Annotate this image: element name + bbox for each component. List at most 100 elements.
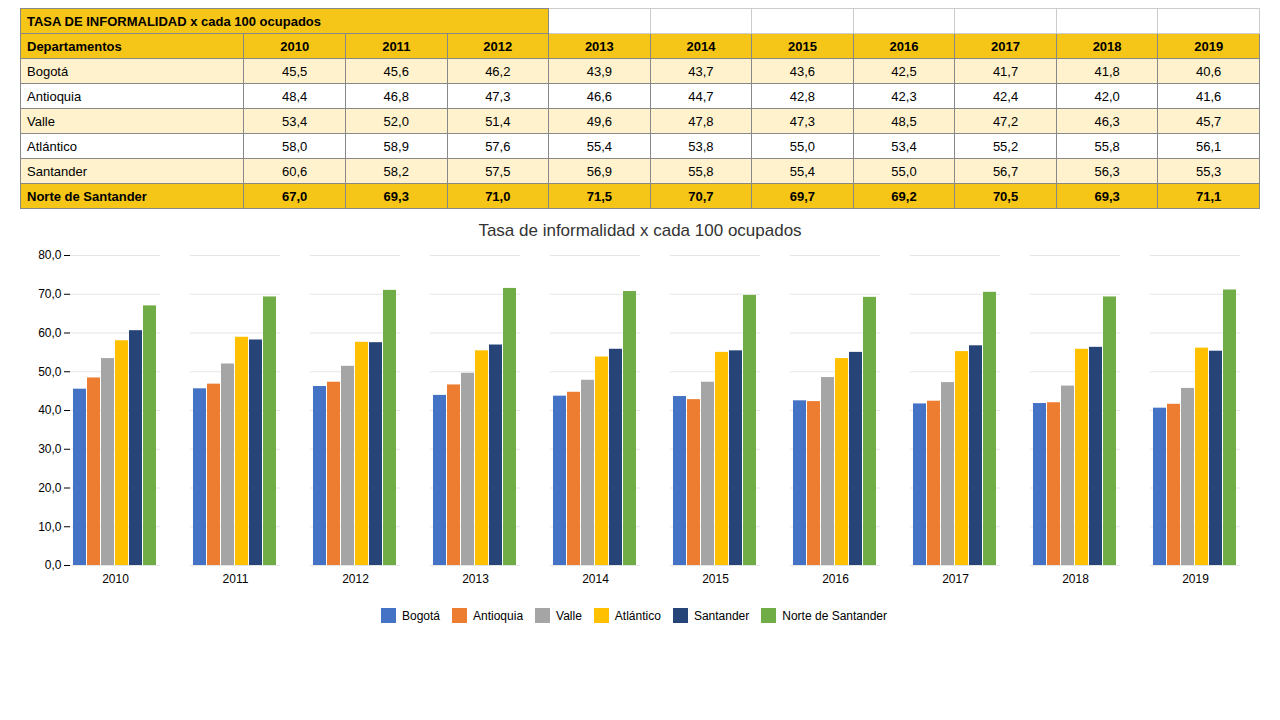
html-text:2017: 2017: [991, 38, 1020, 54]
html-text:71,5: 71,5: [586, 188, 612, 204]
svg-text:60,0: 60,0: [38, 326, 62, 340]
html-text:69,3: 69,3: [1094, 188, 1120, 204]
html-text:46,8: 46,8: [383, 88, 409, 104]
html-text:46,6: 46,6: [586, 88, 612, 104]
html-text:Santander: Santander: [27, 163, 87, 179]
svg-text:80,0: 80,0: [38, 248, 62, 262]
html-text:70,7: 70,7: [688, 188, 714, 204]
html-text:47,8: 47,8: [688, 113, 714, 129]
svg-text:2014: 2014: [582, 572, 609, 586]
html-text:42,8: 42,8: [789, 88, 816, 104]
svg-text:70,0: 70,0: [38, 287, 62, 301]
html-text:48,5: 48,5: [891, 113, 917, 129]
html-text:43,7: 43,7: [688, 63, 714, 79]
html-text:56,7: 56,7: [992, 163, 1019, 179]
svg-text:2013: 2013: [462, 572, 489, 586]
html-text:53,8: 53,8: [688, 138, 714, 154]
html-text:Valle: Valle: [27, 113, 55, 129]
html-text:57,6: 57,6: [485, 138, 511, 154]
html-text:2011: 2011: [382, 38, 411, 54]
html-text:2018: 2018: [1092, 38, 1122, 54]
html-text:2013: 2013: [584, 38, 614, 54]
html-text:44,7: 44,7: [688, 88, 714, 104]
html-text:46,2: 46,2: [485, 63, 511, 79]
svg-text:40,0: 40,0: [38, 403, 62, 417]
html-text:55,8: 55,8: [1094, 138, 1120, 154]
svg-text:2012: 2012: [342, 572, 369, 586]
html-text:45,6: 45,6: [383, 63, 409, 79]
html-text:Norte de Santander: Norte de Santander: [27, 188, 147, 204]
html-text:47,3: 47,3: [789, 113, 816, 129]
html-text:47,2: 47,2: [992, 113, 1019, 129]
svg-text:2017: 2017: [942, 572, 969, 586]
svg-text:2018: 2018: [1062, 572, 1089, 586]
html-text:41,6: 41,6: [1196, 88, 1222, 104]
html-text:53,4: 53,4: [891, 138, 917, 154]
html-text:42,4: 42,4: [992, 88, 1019, 104]
html-text:43,6: 43,6: [789, 63, 816, 79]
html-text:2010: 2010: [280, 38, 310, 54]
html-text:53,4: 53,4: [282, 113, 308, 129]
html-text:Bogotá: Bogotá: [402, 608, 440, 623]
html-text:TASA DE INFORMALIDAD x cada 10: TASA DE INFORMALIDAD x cada 100 ocupados: [27, 13, 321, 29]
svg-text:2011: 2011: [223, 572, 249, 586]
html-text:Bogotá: Bogotá: [27, 63, 69, 79]
html-text:51,4: 51,4: [485, 113, 511, 129]
html-text:42,0: 42,0: [1094, 88, 1120, 104]
html-text:45,5: 45,5: [282, 63, 308, 79]
html-text:71,0: 71,0: [485, 188, 511, 204]
html-text:58,9: 58,9: [383, 138, 409, 154]
html-text:70,5: 70,5: [992, 188, 1019, 204]
html-text:40,6: 40,6: [1196, 63, 1222, 79]
html-text:2016: 2016: [889, 38, 919, 54]
html-text:55,3: 55,3: [1196, 163, 1222, 179]
svg-text:2019: 2019: [1182, 572, 1209, 586]
html-text:49,6: 49,6: [586, 113, 612, 129]
html-text:2014: 2014: [686, 38, 716, 54]
html-text:41,7: 41,7: [992, 63, 1019, 79]
svg-text:2015: 2015: [702, 572, 729, 586]
html-text:67,0: 67,0: [282, 188, 308, 204]
svg-text:2016: 2016: [822, 572, 849, 586]
html-text:42,3: 42,3: [891, 88, 917, 104]
html-text:57,5: 57,5: [485, 163, 511, 179]
html-text:Departamentos: Departamentos: [27, 38, 122, 54]
html-text:69,7: 69,7: [789, 188, 816, 204]
svg-text:50,0: 50,0: [38, 365, 62, 379]
svg-text:2010: 2010: [102, 572, 129, 586]
svg-text:20,0: 20,0: [38, 481, 62, 495]
html-text:47,3: 47,3: [485, 88, 511, 104]
html-text:2019: 2019: [1194, 38, 1224, 54]
html-text:43,9: 43,9: [586, 63, 612, 79]
html-text:Atlántico: Atlántico: [27, 138, 77, 154]
html-text:55,0: 55,0: [789, 138, 816, 154]
html-text:58,2: 58,2: [383, 163, 409, 179]
html-text:55,4: 55,4: [586, 138, 612, 154]
svg-text:10,0: 10,0: [38, 520, 62, 534]
html-text:56,9: 56,9: [586, 163, 612, 179]
html-text:48,4: 48,4: [282, 88, 308, 104]
html-text:56,3: 56,3: [1094, 163, 1120, 179]
html-text:Tasa de informalidad x cada 10: Tasa de informalidad x cada 100 ocupados: [478, 221, 802, 240]
html-text:55,2: 55,2: [992, 138, 1019, 154]
svg-text:0,0: 0,0: [45, 558, 62, 572]
html-text:Antioquia: Antioquia: [27, 88, 82, 104]
html-text:2015: 2015: [788, 38, 817, 54]
html-text:56,1: 56,1: [1196, 138, 1222, 154]
html-text:42,5: 42,5: [891, 63, 917, 79]
html-text:55,8: 55,8: [688, 163, 714, 179]
html-text:46,3: 46,3: [1094, 113, 1120, 129]
html-text:71,1: 71,1: [1196, 188, 1222, 204]
html-text:69,3: 69,3: [383, 188, 409, 204]
html-text:Antioquia: Antioquia: [473, 608, 524, 623]
html-text:52,0: 52,0: [383, 113, 409, 129]
svg-text:30,0: 30,0: [38, 442, 62, 456]
html-text:2012: 2012: [483, 38, 513, 54]
html-text:69,2: 69,2: [891, 188, 917, 204]
html-text:45,7: 45,7: [1196, 113, 1222, 129]
html-text:58,0: 58,0: [282, 138, 308, 154]
html-text:55,4: 55,4: [789, 163, 816, 179]
html-text:41,8: 41,8: [1094, 63, 1120, 79]
html-text:55,0: 55,0: [891, 163, 917, 179]
html-text:60,6: 60,6: [282, 163, 308, 179]
